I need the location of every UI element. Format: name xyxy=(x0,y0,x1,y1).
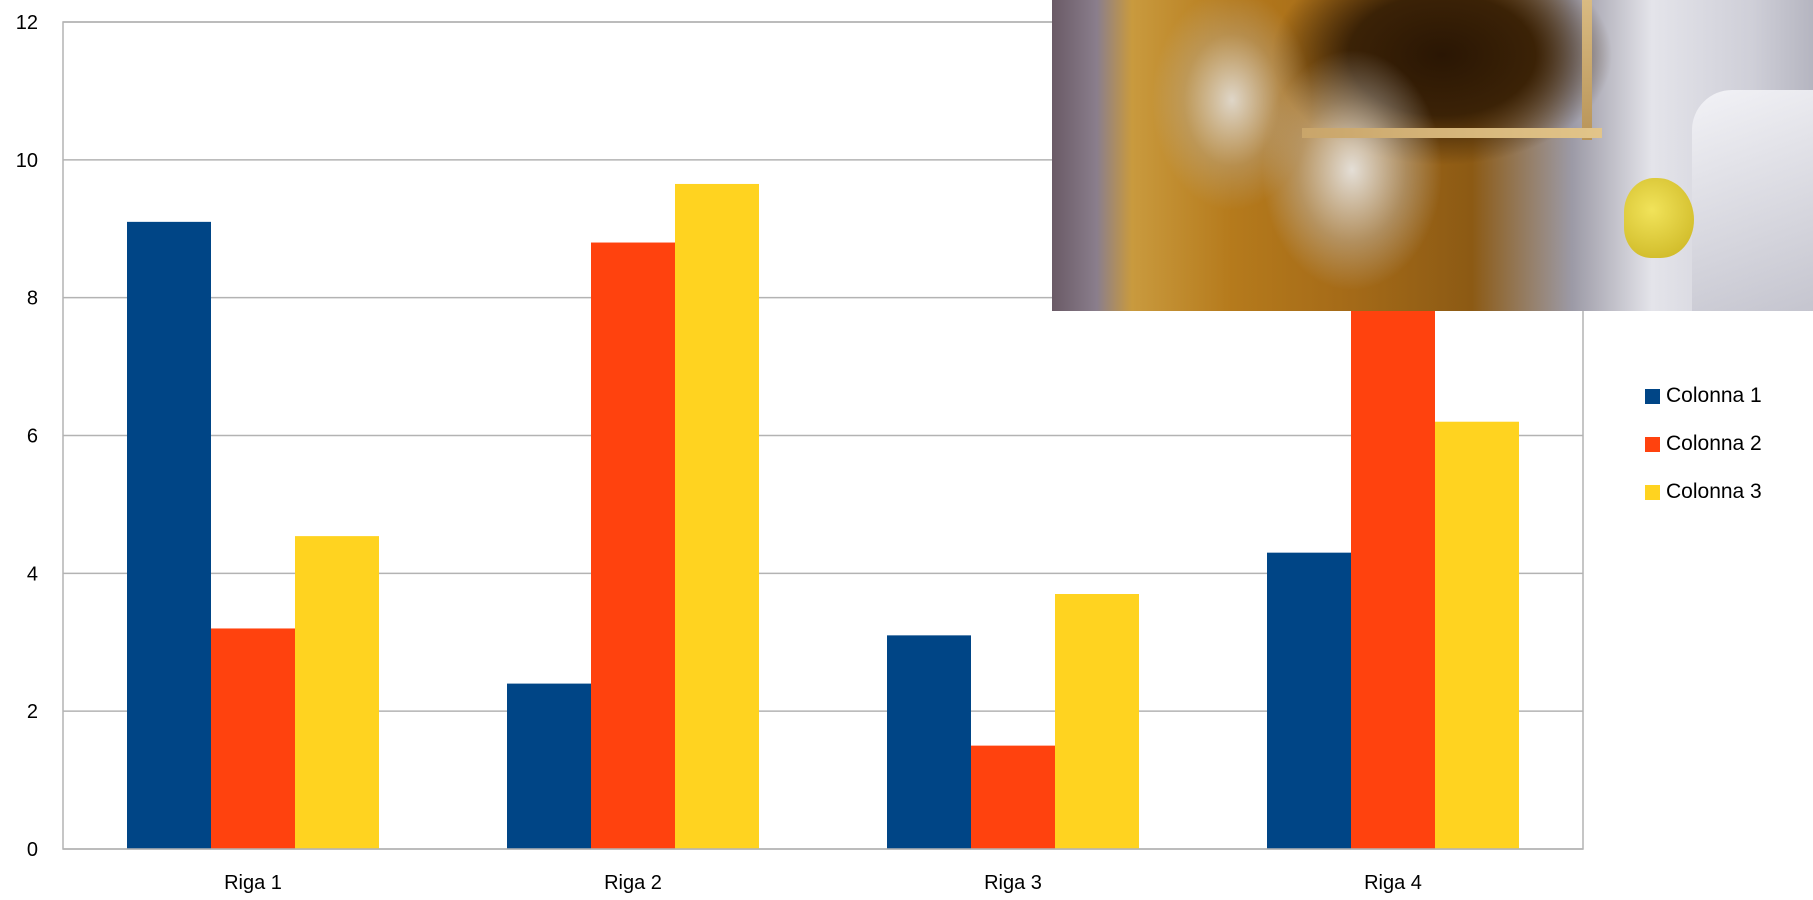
bar-riga-3-colonna-3 xyxy=(1055,594,1139,849)
bar-riga-2-colonna-3 xyxy=(675,183,759,849)
y-tick-label: 8 xyxy=(27,288,38,310)
bar-riga-1-colonna-1 xyxy=(127,221,211,849)
y-tick-label: 2 xyxy=(27,701,38,723)
bar-riga-1-colonna-2 xyxy=(211,628,295,849)
legend-item-colonna-3: Colonna 3 xyxy=(1645,468,1762,516)
hive-frame-bar xyxy=(1302,128,1602,138)
y-tick-label: 12 xyxy=(16,12,38,34)
y-tick-label: 10 xyxy=(16,150,38,172)
bars xyxy=(127,183,1519,850)
x-tick-label: Riga 3 xyxy=(984,872,1042,894)
y-tick-label: 4 xyxy=(27,563,38,585)
legend-item-colonna-2: Colonna 2 xyxy=(1645,420,1762,468)
legend-swatch xyxy=(1645,484,1660,500)
x-tick-label: Riga 1 xyxy=(224,872,282,894)
legend-label: Colonna 2 xyxy=(1666,432,1762,455)
legend-swatch xyxy=(1645,436,1660,452)
legend-item-colonna-1: Colonna 1 xyxy=(1645,372,1762,420)
beekeeper-smoke-photo xyxy=(1052,0,1813,311)
bar-riga-4-colonna-3 xyxy=(1435,421,1519,849)
bar-riga-2-colonna-1 xyxy=(507,683,591,849)
y-tick-label: 0 xyxy=(27,839,38,861)
x-tick-label: Riga 4 xyxy=(1364,872,1422,894)
yellow-glove xyxy=(1624,178,1694,258)
legend-swatch xyxy=(1645,388,1660,404)
bar-riga-2-colonna-2 xyxy=(591,242,675,850)
plot-area-border xyxy=(62,21,1584,850)
protective-suit-sleeve xyxy=(1692,90,1813,311)
y-tick-label: 6 xyxy=(27,426,38,448)
axis-ticks: 0 2 4 6 8 10 12 Riga 1 Riga 2 Riga 3 Riga 4 xyxy=(16,12,1422,894)
x-tick-label: Riga 2 xyxy=(604,872,662,894)
bar-riga-4-colonna-2 xyxy=(1351,227,1435,849)
legend: Colonna 1 Colonna 2 Colonna 3 xyxy=(1645,372,1762,516)
bar-riga-1-colonna-3 xyxy=(295,536,379,849)
legend-label: Colonna 3 xyxy=(1666,480,1762,503)
bar-riga-3-colonna-1 xyxy=(887,635,971,849)
hive-frame-side xyxy=(1582,0,1592,140)
legend-label: Colonna 1 xyxy=(1666,384,1762,407)
bar-riga-4-colonna-1 xyxy=(1267,552,1351,849)
bar-riga-3-colonna-2 xyxy=(971,745,1055,849)
